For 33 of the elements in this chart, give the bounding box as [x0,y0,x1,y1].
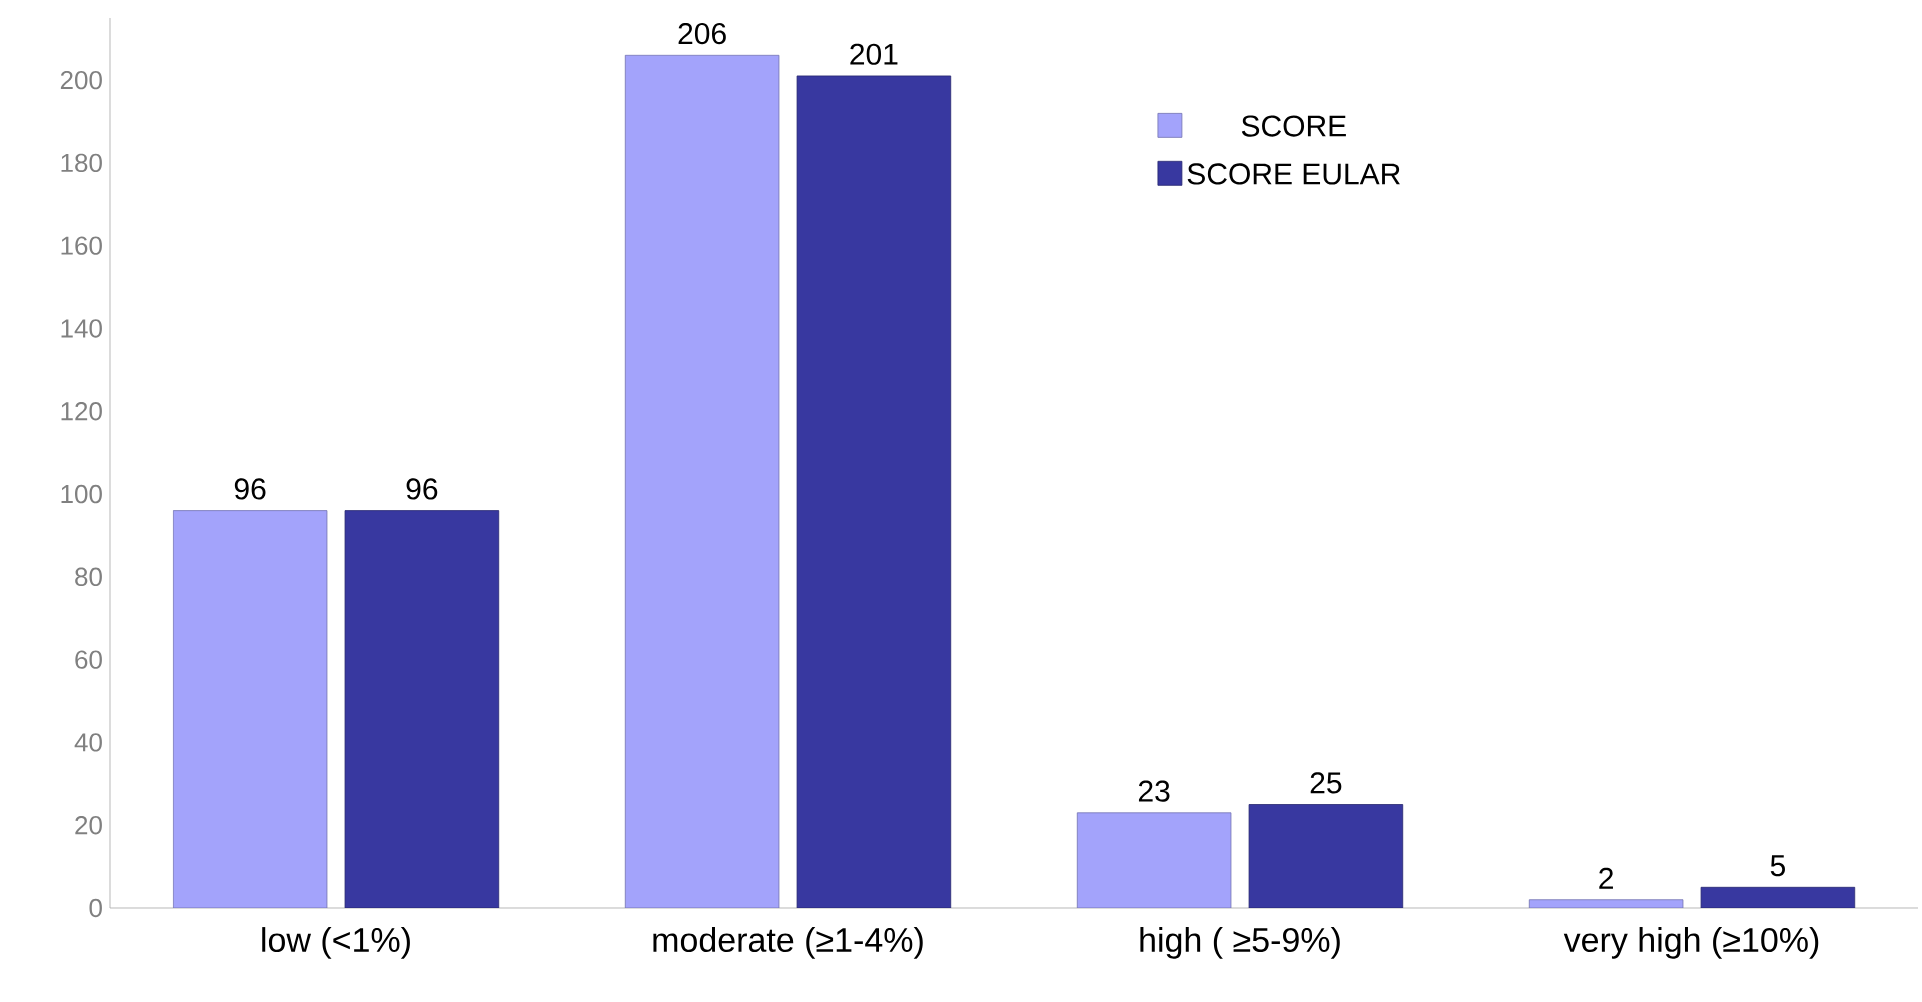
x-tick-label: low (<1%) [262,927,410,959]
bar [624,54,780,908]
bar [796,75,952,908]
y-tick-label: 60 [75,650,102,669]
bar [172,510,328,908]
data-label: 5 [1770,855,1785,877]
data-label: 201 [850,43,898,65]
bar [1076,812,1232,908]
x-tick-label: moderate (≥1-4%) [653,927,923,959]
x-tick-label: very high (≥10%) [1563,927,1819,959]
y-tick-label: 100 [61,484,102,504]
data-label: 96 [234,478,266,500]
legend-label: SCORE EULAR [1187,163,1400,185]
data-label: 2 [1599,867,1613,889]
bar [1248,804,1404,908]
y-tick-label: 120 [61,402,102,421]
bar [1528,899,1684,908]
y-tick-label: 160 [61,236,102,255]
y-tick-label: 20 [75,816,102,835]
legend-label: SCORE [1241,115,1346,137]
y-tick-label: 0 [89,898,102,918]
data-label: 206 [678,22,726,45]
data-label: 23 [1138,780,1170,802]
data-label: 96 [406,478,438,500]
bar [344,510,500,908]
y-tick-label: 180 [61,153,102,173]
y-tick-label: 140 [61,319,102,338]
data-label: 25 [1310,772,1342,794]
x-tick-label: high ( ≥5-9%) [1140,927,1340,959]
bar [1700,886,1856,908]
y-tick-label: 40 [74,733,102,752]
y-tick-label: 200 [60,70,102,90]
y-tick-label: 80 [75,567,102,587]
